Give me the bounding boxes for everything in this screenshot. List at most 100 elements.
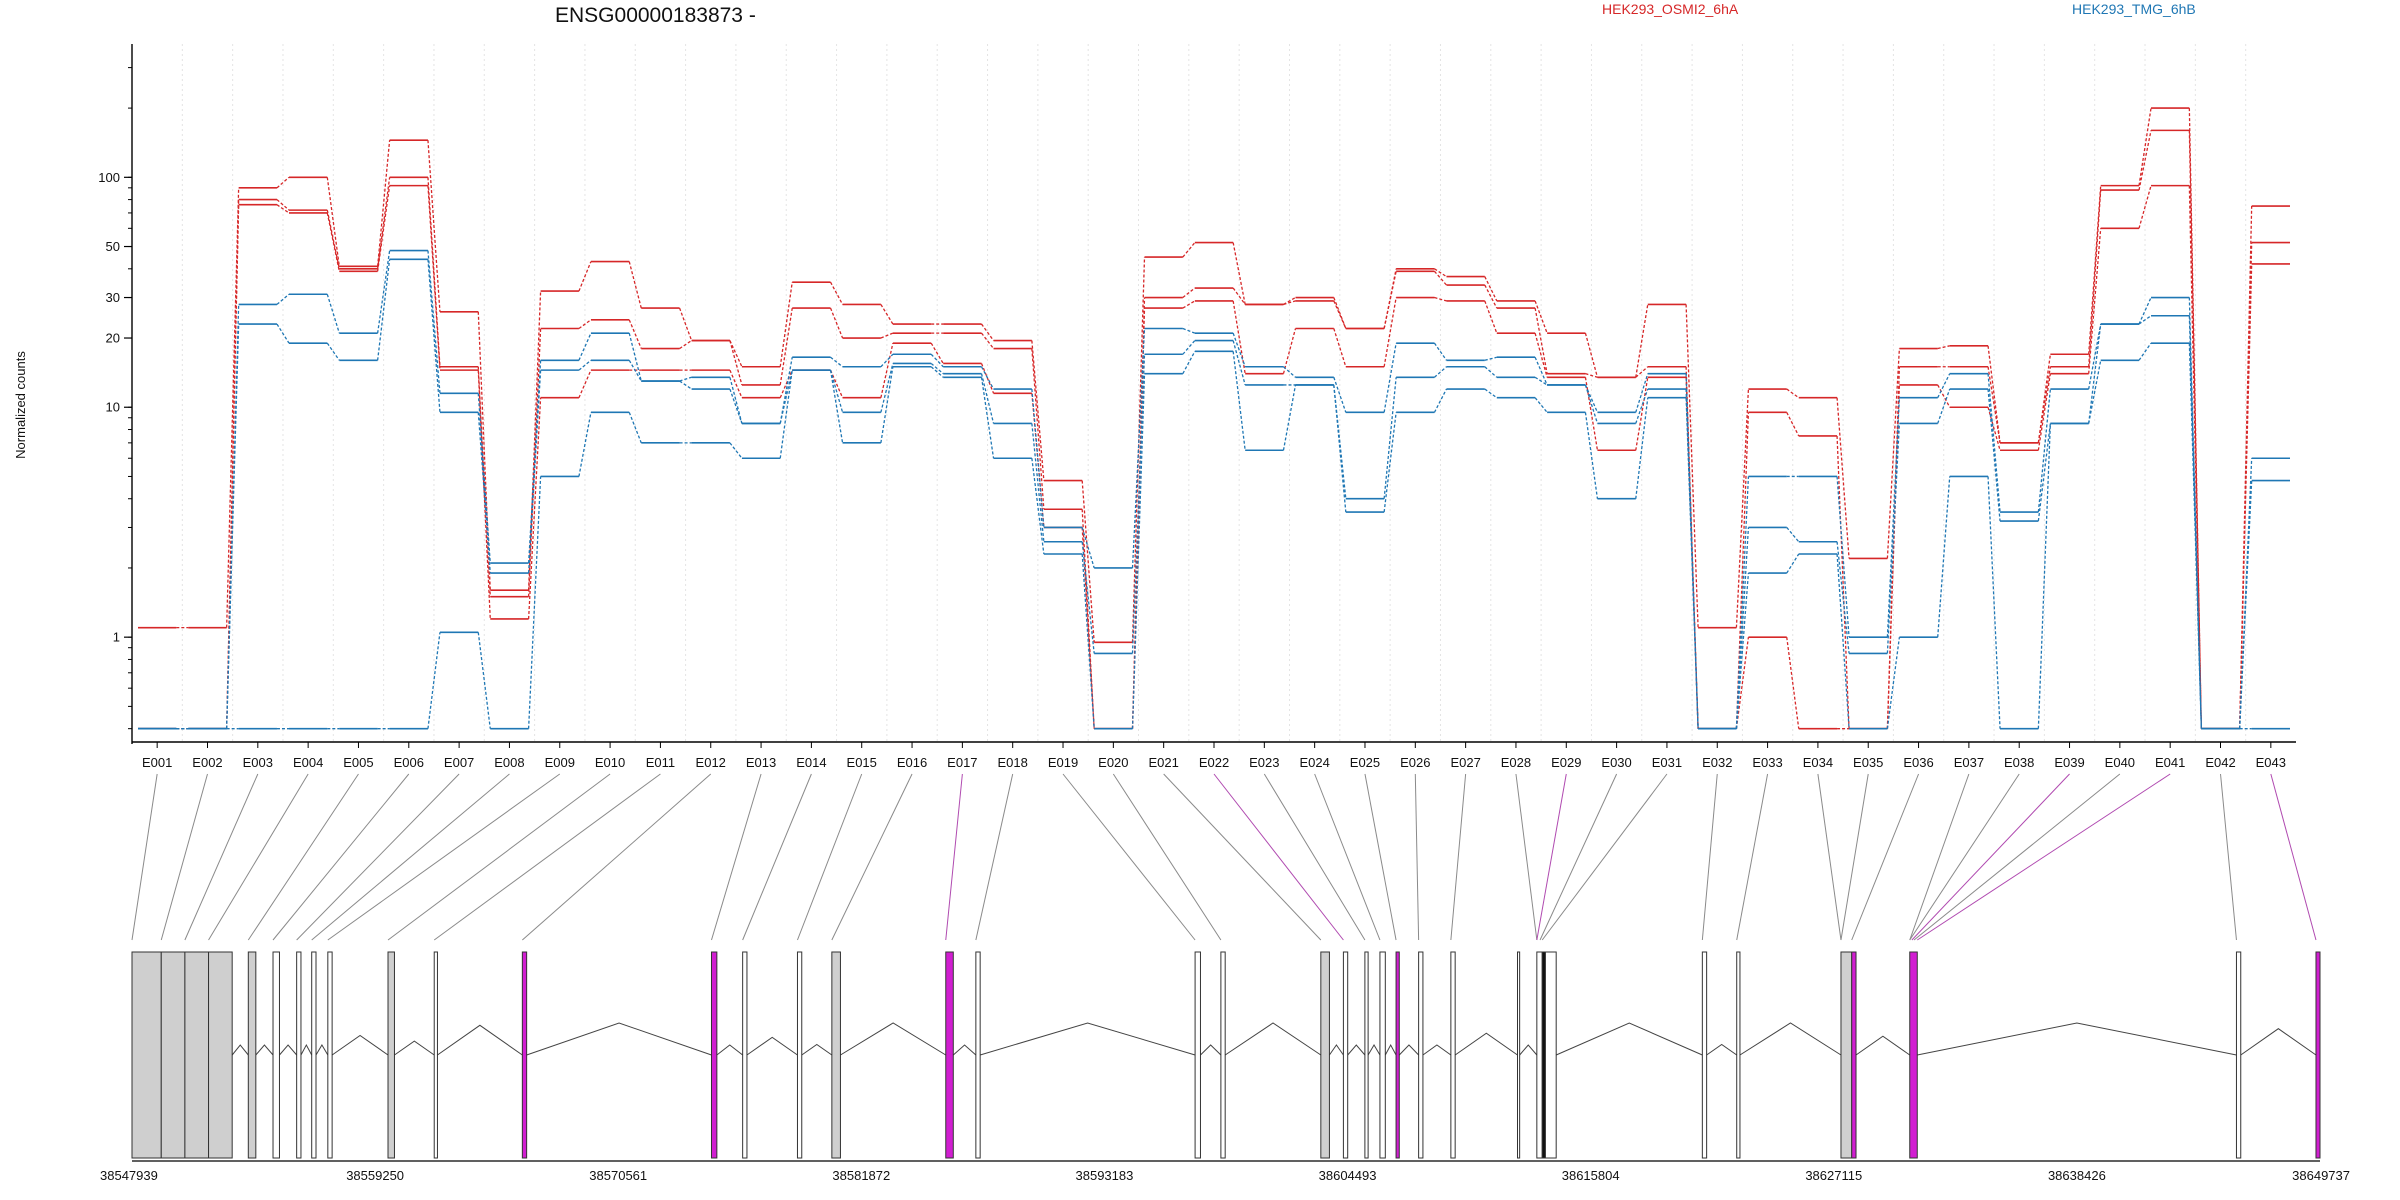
series-1-connector [1836, 435, 1850, 729]
exon-track [131, 951, 2321, 1162]
series-4-connector [1886, 423, 1901, 654]
series-4-connector [1836, 541, 1850, 654]
exon-box [1364, 951, 1369, 1159]
x-tick-label: E035 [1853, 755, 1883, 770]
bin-connector [311, 773, 510, 941]
series-1-connector [1534, 307, 1548, 374]
series-4-connector [930, 362, 944, 375]
series-0-connector [1131, 257, 1146, 643]
exon-box [1220, 951, 1226, 1159]
bin-connector [831, 773, 913, 941]
exon-box [1544, 951, 1557, 1159]
series-5-connector [1987, 476, 2001, 729]
x-tick-label: E025 [1350, 755, 1380, 770]
series-0-connector [1886, 348, 1901, 559]
x-tick-label: E017 [947, 755, 977, 770]
exon-box [131, 951, 162, 1159]
bin-connector [1541, 773, 1668, 941]
series-2-connector [930, 342, 944, 364]
exon-box [2235, 951, 2242, 1159]
series-5-connector [2037, 423, 2052, 729]
bin-connector [1213, 773, 1344, 941]
series-1-connector [2138, 130, 2152, 191]
series-1-connector [1635, 366, 1649, 378]
series-1-connector [981, 332, 995, 349]
series-3-connector [679, 376, 692, 382]
x-tick-label: E037 [1954, 755, 1984, 770]
series-1-connector [829, 307, 844, 339]
series-4-connector [1786, 527, 1800, 543]
series-1-connector [578, 319, 592, 330]
series-0-connector [276, 176, 290, 189]
series-5-connector [880, 366, 894, 443]
bin-connector [1913, 773, 2121, 941]
series-3-connector [729, 377, 743, 424]
exon-box [1840, 951, 1853, 1159]
series-0-connector [1937, 345, 1950, 350]
series-1-connector [1182, 287, 1196, 299]
intron-line [437, 1024, 523, 1056]
bin-connector [184, 773, 259, 941]
x-tick-label: E034 [1803, 755, 1833, 770]
series-5-connector [1232, 351, 1246, 451]
exon-box [1395, 951, 1400, 1159]
exon-box [1736, 951, 1741, 1159]
series-0-connector [1534, 300, 1548, 334]
bin-connector [1817, 773, 1842, 941]
exon-box [831, 951, 841, 1159]
x-tick-label: E041 [2155, 755, 2185, 770]
x-tick-label: E006 [394, 755, 424, 770]
series-2-connector [1182, 300, 1196, 309]
y-tick-label: 30 [106, 290, 120, 305]
series-4-connector [1635, 388, 1649, 424]
bin-connector [1263, 773, 1366, 941]
bin-connector [1911, 773, 2070, 941]
series-0-connector [1635, 304, 1649, 378]
series-5-connector [1937, 476, 1951, 638]
x-tick-label: E032 [1702, 755, 1732, 770]
series-4-connector [679, 380, 692, 390]
series-2-connector [2138, 185, 2152, 229]
exon-box [387, 951, 395, 1159]
series-0-connector [1232, 242, 1246, 305]
exon-box [327, 951, 333, 1159]
series-4-connector [1383, 377, 1397, 499]
bin-connector [1450, 773, 1467, 941]
intron-line [1739, 1022, 1842, 1056]
intron-line [231, 1044, 249, 1056]
series-1-connector [628, 319, 642, 349]
series-5-connector [1685, 397, 1699, 729]
exon-box [2315, 951, 2321, 1159]
series-2-connector [880, 343, 894, 398]
series-3-connector [1987, 373, 2001, 513]
bin-connector [1062, 773, 1196, 941]
x-tick-label: E036 [1903, 755, 1933, 770]
series-5-connector [980, 377, 995, 459]
x-tick-label: E011 [646, 755, 675, 770]
series-0-connector [427, 140, 441, 312]
exon-box [1342, 951, 1349, 1159]
series-3-connector [2037, 388, 2052, 513]
series-5-connector [829, 370, 844, 443]
series-3-connector [1937, 373, 1951, 399]
series-5-connector [1031, 458, 1045, 555]
exon-box [975, 951, 981, 1159]
coordinate-label: 38615804 [1562, 1168, 1620, 1183]
series-3-connector [1383, 343, 1397, 413]
series-4-connector [980, 373, 995, 424]
x-tick-label: E005 [343, 755, 373, 770]
series-5-connector [427, 632, 441, 729]
exon-box [1450, 951, 1456, 1159]
series-4-connector [578, 359, 592, 371]
series-5-connector [1333, 384, 1347, 513]
intron-line [1224, 1022, 1322, 1056]
bin-connector [796, 773, 863, 941]
series-1-connector [779, 307, 793, 386]
x-tick-label: E018 [998, 755, 1028, 770]
legend-entry-osmi2: HEK293_OSMI2_6hA [1602, 1, 1739, 17]
series-0-connector [628, 261, 642, 309]
intron-line [1917, 1022, 2237, 1056]
bin-connector [1840, 773, 1869, 941]
axes: 1 10 20 30 50 100 [98, 44, 2296, 744]
exon-box [1851, 951, 1857, 1159]
